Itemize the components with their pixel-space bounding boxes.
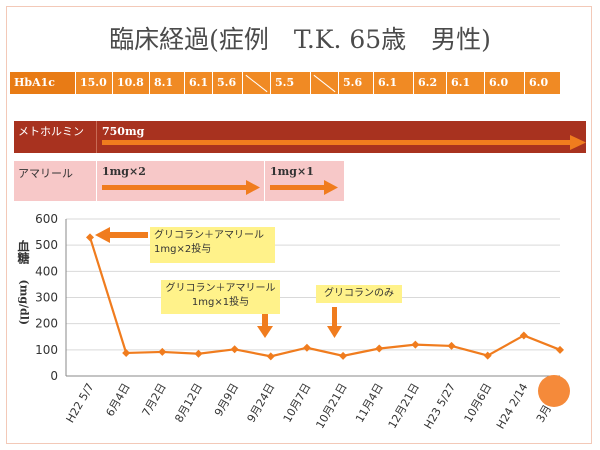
hba1c-value: 6.1 — [374, 72, 414, 94]
amaryl-arrows — [102, 180, 338, 195]
hba1c-value: 5.5 — [271, 72, 311, 94]
hba1c-no-value — [243, 72, 271, 94]
slide-frame — [6, 6, 592, 444]
hba1c-value: 15.0 — [76, 72, 113, 94]
amaryl-arrowhead-1 — [246, 180, 260, 195]
slide-title: 臨床経過(症例 T.K. 65歳 男性) — [109, 25, 491, 54]
metformin-label: メトホルミン — [18, 125, 84, 138]
note-line: グリコラン＋アマリール — [165, 283, 276, 294]
hba1c-value: 8.1 — [150, 72, 185, 94]
amaryl-divider — [264, 161, 265, 201]
amaryl-arrow-2 — [270, 185, 326, 190]
metformin-dose: 750mg — [102, 125, 145, 138]
y-axis-label-unit: (mg/dl) — [17, 279, 31, 326]
hba1c-label: HbA1c — [10, 72, 76, 94]
note-amaryl-2mg: グリコラン＋アマリール 1mg×2投与 — [150, 227, 275, 263]
note-line: 1mg×1投与 — [191, 297, 250, 308]
hba1c-no-value — [311, 72, 339, 94]
decorative-circle — [538, 375, 570, 407]
hba1c-value: 5.6 — [339, 72, 374, 94]
y-axis-label: 血糖 (mg/dl) — [15, 240, 33, 326]
hba1c-value: 5.6 — [213, 72, 243, 94]
hba1c-value: 6.1 — [185, 72, 213, 94]
y-axis-label-main: 血糖 — [16, 240, 30, 264]
hba1c-value: 6.0 — [525, 72, 561, 94]
hba1c-row: HbA1c 15.0 10.8 8.1 6.1 5.6 5.5 5.6 6.1 … — [10, 72, 561, 94]
metformin-divider — [96, 121, 97, 153]
amaryl-label: アマリール — [18, 167, 73, 180]
amaryl-dose-1: 1mg×2 — [102, 165, 146, 178]
amaryl-arrow-1 — [102, 185, 248, 190]
note-line: グリコラン＋アマリール — [154, 230, 264, 241]
hba1c-value: 6.0 — [485, 72, 525, 94]
note-glycoran-only: グリコランのみ — [316, 285, 402, 303]
metformin-bar: メトホルミン 750mg — [14, 121, 586, 153]
hba1c-value: 6.1 — [447, 72, 485, 94]
note-line: 1mg×2投与 — [154, 244, 212, 255]
hba1c-value: 6.2 — [414, 72, 447, 94]
amaryl-arrowhead-2 — [324, 180, 338, 195]
amaryl-dose-2: 1mg×1 — [270, 165, 314, 178]
metformin-arrow — [102, 135, 586, 150]
amaryl-divider — [96, 161, 97, 201]
amaryl-bar: アマリール 1mg×2 1mg×1 — [14, 161, 344, 201]
note-amaryl-1mg: グリコラン＋アマリール 1mg×1投与 — [161, 280, 280, 314]
hba1c-value: 10.8 — [113, 72, 150, 94]
